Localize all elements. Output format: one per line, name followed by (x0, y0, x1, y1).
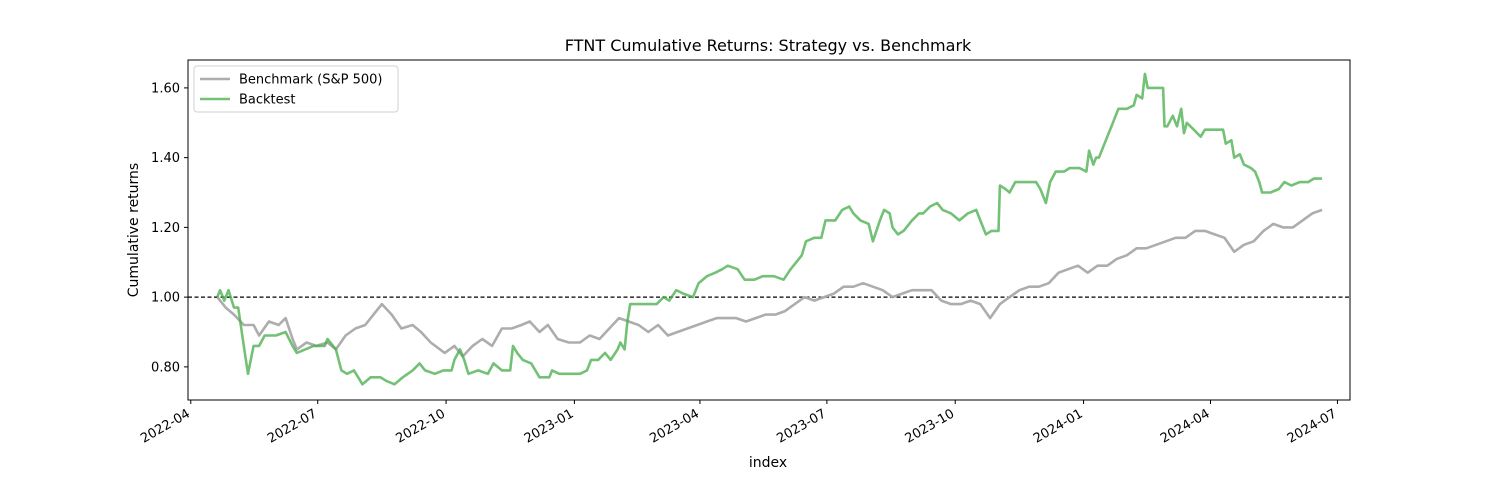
y-axis: 0.80 1.00 1.20 1.40 1.60 (151, 81, 188, 375)
legend-box (193, 65, 399, 113)
chart-title: FTNT Cumulative Returns: Strategy vs. Be… (565, 36, 972, 55)
y-tick-label: 1.00 (151, 291, 180, 306)
x-axis-label: index (749, 455, 787, 471)
legend: Benchmark (S&P 500) Backtest (193, 65, 399, 113)
plot-area (187, 59, 1351, 401)
legend-label: Backtest (239, 93, 296, 108)
axes-frame (187, 59, 1351, 401)
y-axis-label: Cumulative returns (126, 163, 142, 297)
y-tick-label: 1.40 (151, 151, 180, 166)
legend-label: Benchmark (S&P 500) (239, 73, 383, 88)
y-tick-label: 1.60 (151, 81, 180, 96)
y-tick-label: 1.20 (151, 221, 180, 236)
y-tick-label: 0.80 (151, 360, 180, 375)
series-line-backtest (216, 72, 1323, 386)
series-line-benchmark-s-p-500 (216, 208, 1323, 358)
